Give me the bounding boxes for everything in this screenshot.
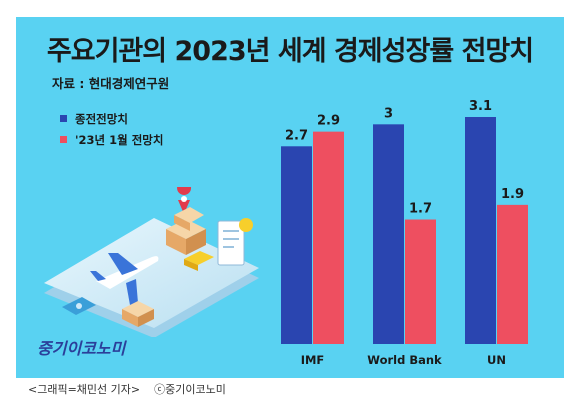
chart-panel: 주요기관의 2023년 세계 경제성장률 전망치 자료 : 현대경제연구원 종전… xyxy=(16,17,564,378)
bar-chart: 2.7 2.9 IMF 3 1.7 World Bank 3.1 1.9 UN xyxy=(281,99,528,367)
legend-swatch-january xyxy=(60,136,67,143)
gold-bar-icon xyxy=(184,251,214,271)
bar-world-bank-series-1 xyxy=(373,124,404,345)
legend-swatch-previous xyxy=(60,115,67,122)
category-label: IMF xyxy=(301,353,325,367)
legend-label-previous: 종전전망치 xyxy=(75,111,128,126)
data-label: 1.7 xyxy=(409,202,432,217)
cash-icon xyxy=(62,297,96,315)
legend-item-previous: 종전전망치 xyxy=(60,108,163,129)
category-label: World Bank xyxy=(367,353,442,367)
bar-imf-series-1 xyxy=(281,146,312,344)
data-label: 3.1 xyxy=(469,99,492,114)
bar-imf-series-2 xyxy=(313,131,344,344)
brand-logo: 중기이코노미 xyxy=(37,339,126,358)
trade-illustration xyxy=(44,187,259,337)
bar-un-series-2 xyxy=(497,204,528,344)
legend-label-january: '23년 1월 전망치 xyxy=(75,132,164,147)
package-icon xyxy=(122,301,154,327)
data-label: 1.9 xyxy=(501,187,524,202)
document-icon xyxy=(217,218,253,266)
category-label: UN xyxy=(487,353,506,367)
parcel-box-icon xyxy=(166,207,206,255)
chart-source: 자료 : 현대경제연구원 xyxy=(52,76,170,91)
legend: 종전전망치 '23년 1월 전망치 xyxy=(60,108,163,150)
legend-item-january: '23년 1월 전망치 xyxy=(60,129,163,150)
data-label: 3 xyxy=(384,106,393,121)
caption-copyright: ⓒ중기이코노미 xyxy=(154,383,226,396)
caption-credit: <그래픽=채민선 기자> xyxy=(28,383,141,396)
data-label: 2.7 xyxy=(285,128,308,143)
data-label: 2.9 xyxy=(317,114,340,129)
chart-title: 주요기관의 2023년 세계 경제성장률 전망치 xyxy=(46,36,534,67)
bar-un-series-1 xyxy=(465,117,496,344)
image-caption: <그래픽=채민선 기자> ⓒ중기이코노미 xyxy=(28,381,226,397)
map-pin-icon xyxy=(177,187,192,214)
airplane-icon xyxy=(90,253,159,305)
bar-world-bank-series-2 xyxy=(405,219,436,344)
